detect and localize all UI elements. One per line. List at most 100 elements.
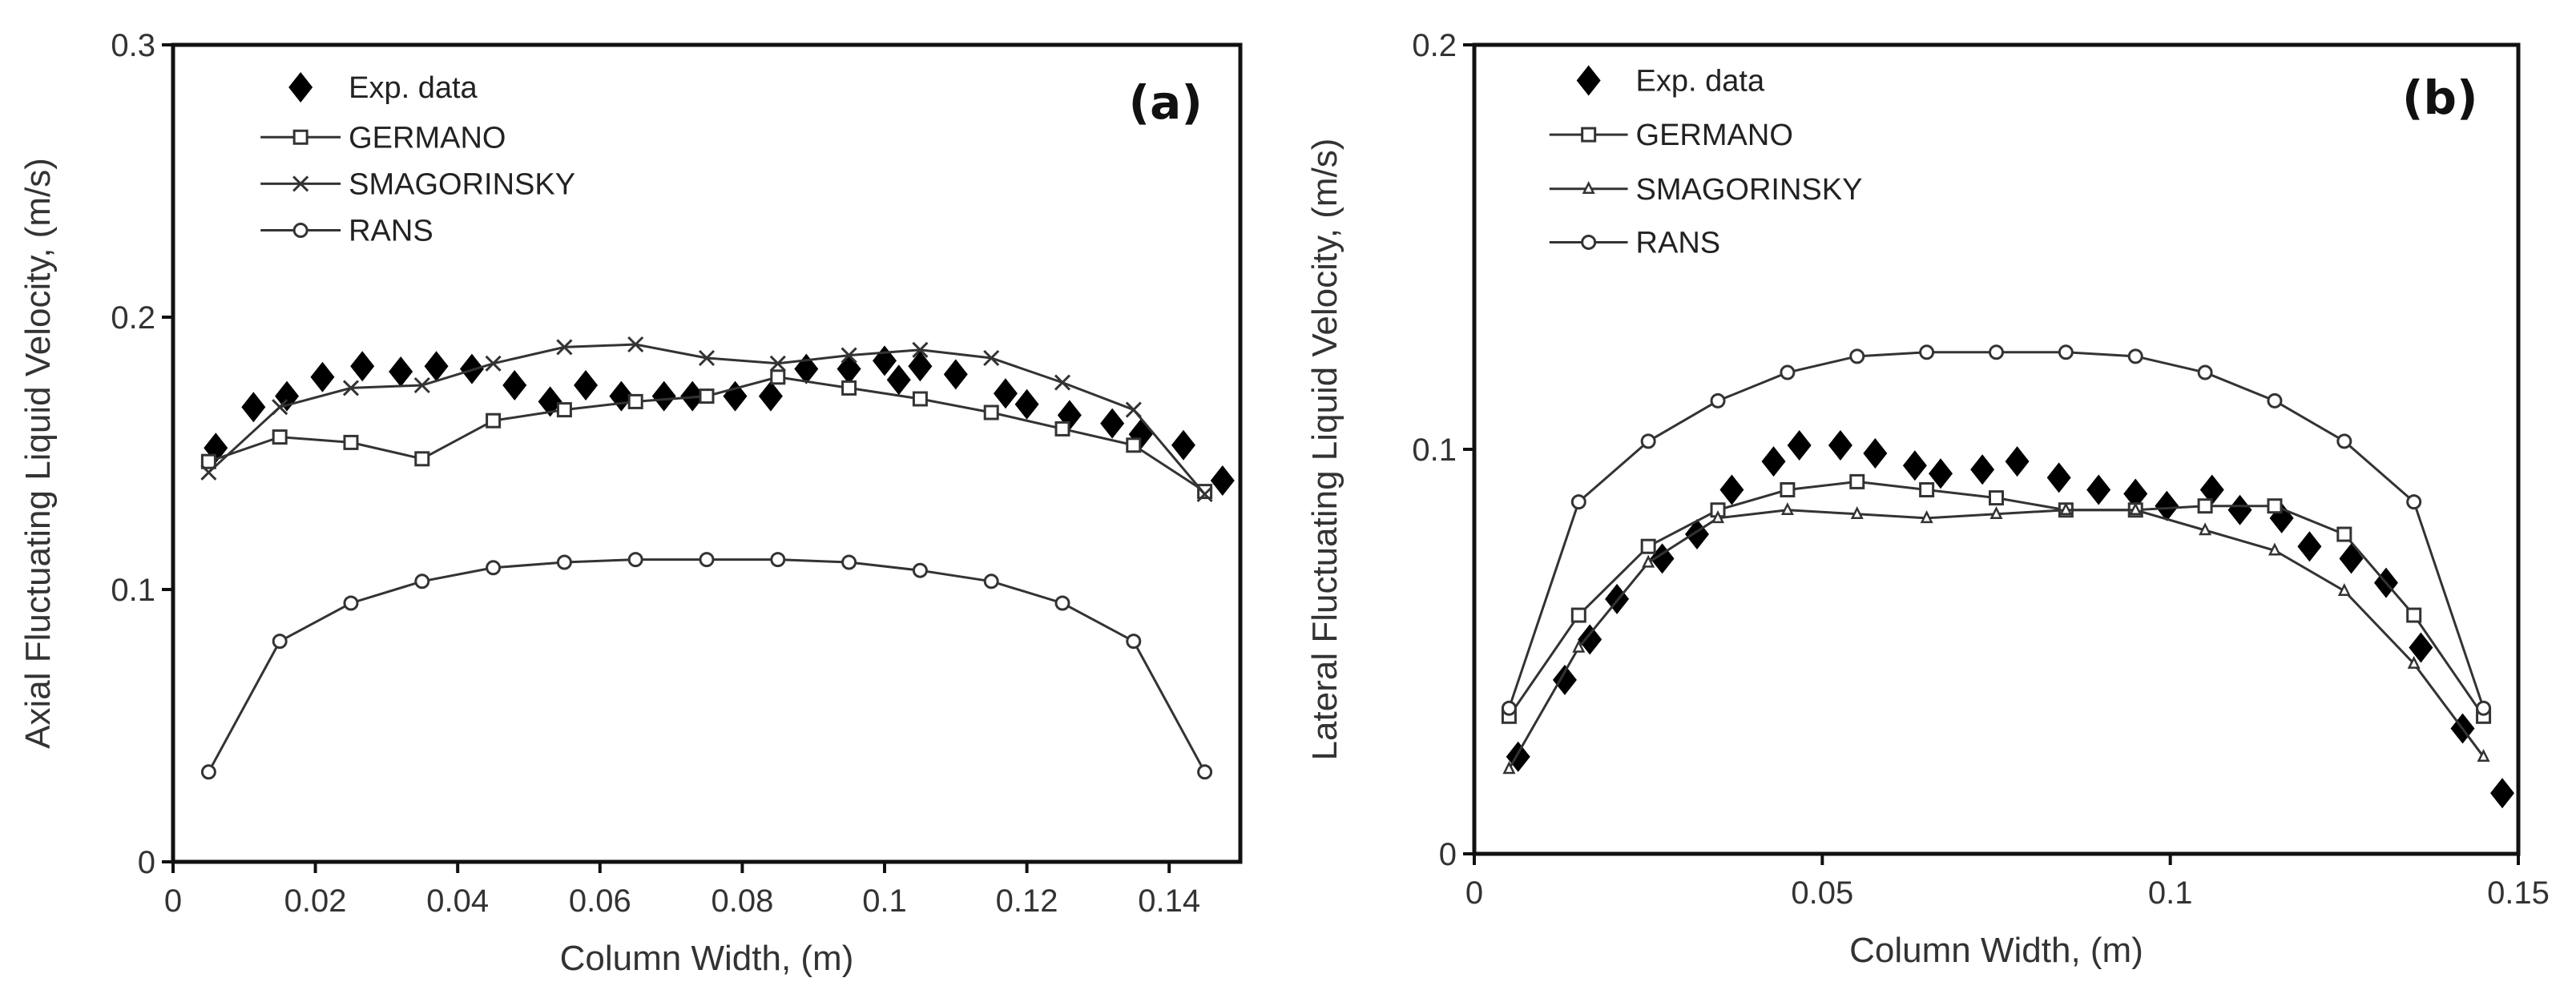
legend-label: Exp. data [1636,64,1765,98]
legend-marker [1581,127,1597,143]
x-tick-label: 0.04 [426,883,489,919]
data-point [698,349,716,367]
data-point [908,351,933,382]
data-point [2477,749,2490,763]
data-point [769,355,786,372]
series-germano [200,369,1213,500]
data-point [1501,700,1517,716]
data-point [414,573,430,590]
legend-entry: SMAGORINSKY [260,167,575,201]
legend-marker [288,72,313,103]
data-point [1196,485,1213,503]
x-tick-label: 0.1 [862,883,907,919]
data-point [2406,494,2422,510]
data-point [350,351,375,382]
data-point [486,412,502,429]
data-point [886,364,911,396]
data-point [943,359,968,390]
legend-entry: SMAGORINSKY [1549,173,1862,207]
x-axis-label: Column Width, (m) [560,939,854,978]
data-point [2267,392,2283,408]
data-point [1850,506,1864,520]
data-point [1929,458,1953,489]
series-line [208,558,1206,773]
x-tick-label: 0.12 [996,883,1058,919]
data-point [556,339,573,356]
legend-label: GERMANO [1636,119,1793,152]
data-point [1711,510,1725,524]
plot-frame [171,42,1243,864]
chart-a-axial-velocity: 0 0.02 0.04 0.06 0.08 0.1 0.12 0.14 0 0.1 0.2 0.3 Co… [18,28,1243,978]
data-point [1642,554,1655,568]
data-point [1014,388,1039,420]
data-point [538,386,562,417]
data-point [841,554,857,570]
data-point [2490,778,2515,809]
data-point [1849,348,1865,364]
data-point [2197,498,2213,514]
data-point [1970,454,1995,485]
data-point [1787,429,1812,461]
data-point [770,552,786,568]
data-point [1863,438,1888,469]
data-point [2199,522,2212,536]
data-point [699,388,715,404]
legend-label: GERMANO [349,121,506,155]
data-point [2267,498,2283,514]
data-point [486,560,502,576]
legend-marker [1576,65,1601,96]
data-point [1719,474,1744,505]
data-point [343,434,359,450]
x-tick-label: 0 [164,883,182,919]
data-point [1171,429,1195,461]
data-point [1780,364,1796,380]
data-point [699,552,715,568]
data-point [272,634,288,650]
data-point [1920,510,1933,524]
data-point [912,562,928,578]
data-point [627,552,643,568]
data-point [1210,465,1235,496]
legend-entry: GERMANO [260,121,506,155]
legend-label: RANS [349,215,433,248]
y-tick-label: 0.2 [111,300,155,336]
data-point [1502,761,1516,775]
data-point [770,369,786,385]
data-point [2155,490,2179,521]
data-point [2129,501,2143,515]
y-tick-label: 0.2 [1412,28,1457,63]
data-point [873,345,897,376]
data-point [1989,344,2004,360]
legend-label: RANS [1636,226,1721,260]
data-point [627,393,643,409]
data-point [1125,401,1142,418]
data-point [556,402,572,418]
data-point [1989,490,2004,506]
data-point [200,464,217,481]
series-smagorinsky [1502,501,2490,775]
data-point [200,453,216,469]
data-point [1197,484,1213,500]
data-point [1197,764,1213,780]
series-smagorinsky [200,336,1213,503]
data-point [1780,482,1796,497]
data-point [1761,446,1786,477]
plot-frame [1472,42,2521,856]
data-point [836,353,861,384]
data-point [841,380,857,396]
data-point [2297,531,2322,562]
data-point [1828,429,1852,461]
legend-label: SMAGORINSKY [349,167,575,201]
legend-label: Exp. data [349,71,478,105]
data-point [1578,624,1602,655]
data-point [343,595,359,611]
data-point [2407,655,2421,669]
data-point [1054,595,1070,611]
data-point [2086,474,2111,505]
data-point [1849,473,1865,489]
data-point [983,404,999,421]
data-point [1902,450,1927,481]
legend-marker [292,175,309,192]
data-point [2005,446,2030,477]
panel-label: (a) [1129,75,1203,130]
